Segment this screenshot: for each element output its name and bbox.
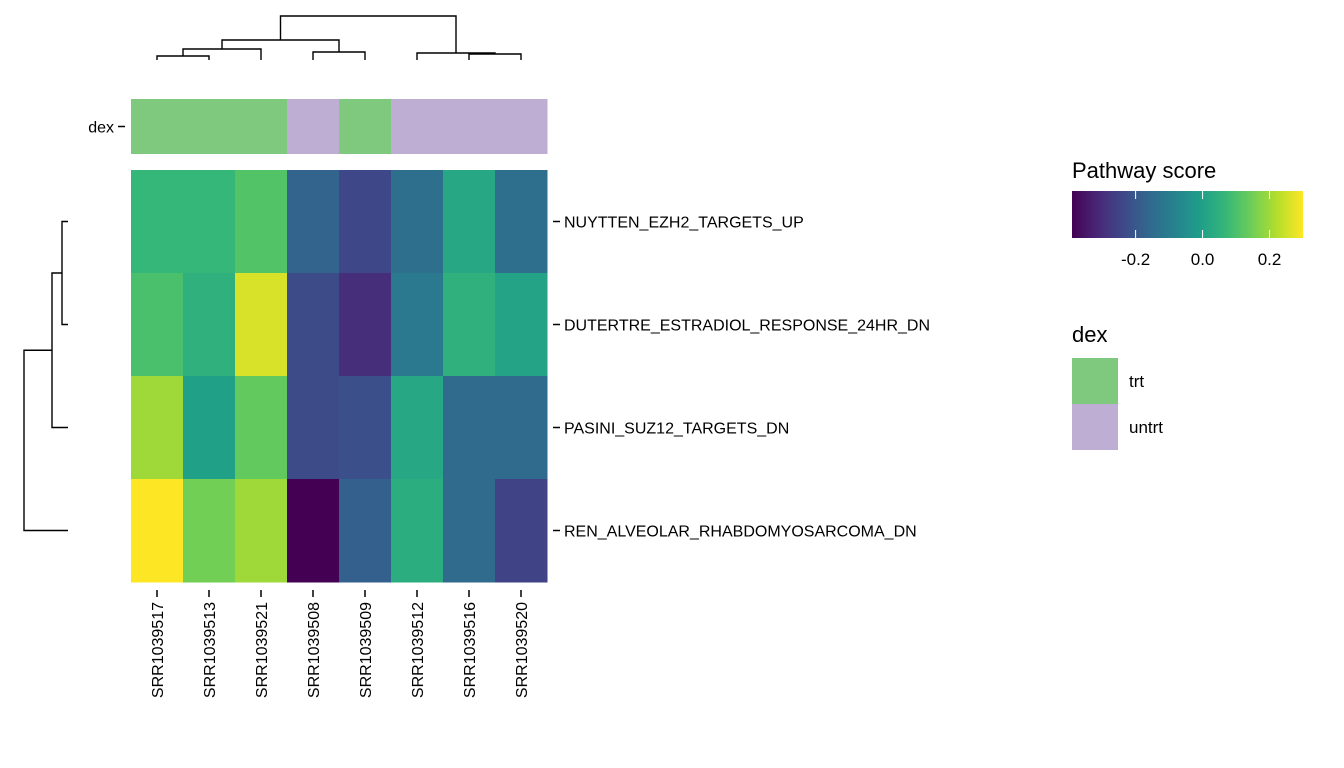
heatmap-cell xyxy=(495,273,548,377)
legend-swatch xyxy=(1072,404,1118,450)
legend-label: trt xyxy=(1129,372,1144,391)
heatmap-cell xyxy=(131,273,184,377)
heatmap-cell xyxy=(443,479,496,583)
pathway-score-legend: Pathway score -0.2 0.0 0.2 xyxy=(1072,158,1303,269)
dendrogram-link xyxy=(23,349,68,532)
row-label: DUTERTRE_ESTRADIOL_RESPONSE_24HR_DN xyxy=(564,318,930,335)
row-label: PASINI_SUZ12_TARGETS_DN xyxy=(564,421,789,438)
dendrogram-link xyxy=(182,48,262,60)
dendrogram-link xyxy=(312,51,366,60)
heatmap-cell xyxy=(131,170,184,274)
annotation-cell xyxy=(495,99,548,154)
annotation-cell xyxy=(131,99,184,154)
heatmap-cell xyxy=(287,273,340,377)
annotation-cell xyxy=(391,99,444,154)
heatmap-cell xyxy=(183,170,236,274)
heatmap-cell xyxy=(443,273,496,377)
dendrogram-link xyxy=(61,220,68,326)
heatmap-cell xyxy=(287,376,340,480)
heatmap-cell xyxy=(339,273,392,377)
heatmap-cell xyxy=(495,479,548,583)
legend-swatch xyxy=(1072,358,1118,404)
annotation-track xyxy=(131,99,548,154)
annotation-cell xyxy=(287,99,340,154)
column-labels: SRR1039517 SRR1039513 SRR1039521 SRR1039508… xyxy=(150,590,531,698)
heatmap-cell xyxy=(443,170,496,274)
colorbar-tick-label: 0.0 xyxy=(1191,250,1215,269)
dendrogram-link xyxy=(51,272,68,429)
heatmap-cell xyxy=(235,376,288,480)
heatmap-cell xyxy=(131,479,184,583)
column-dendrogram xyxy=(156,15,522,60)
annotation-cell xyxy=(183,99,236,154)
column-label: SRR1039521 xyxy=(254,602,271,698)
column-label: SRR1039512 xyxy=(410,602,427,698)
heatmap-cell xyxy=(287,479,340,583)
heatmap-cell xyxy=(391,273,444,377)
row-label: REN_ALVEOLAR_RHABDOMYOSARCOMA_DN xyxy=(564,524,917,541)
heatmap-cell xyxy=(235,479,288,583)
column-label: SRR1039509 xyxy=(358,602,375,698)
column-label: SRR1039516 xyxy=(462,602,479,698)
annotation-cell xyxy=(339,99,392,154)
column-label: SRR1039520 xyxy=(514,602,531,698)
annotation-cell xyxy=(443,99,496,154)
heatmap-cell xyxy=(391,170,444,274)
column-label: SRR1039508 xyxy=(306,602,323,698)
heatmap-cell xyxy=(287,170,340,274)
heatmap-cell xyxy=(443,376,496,480)
dendrogram-link xyxy=(156,55,210,60)
heatmap-cell xyxy=(235,170,288,274)
column-label: SRR1039513 xyxy=(202,602,219,698)
heatmap-cell xyxy=(339,170,392,274)
heatmap-cell xyxy=(495,376,548,480)
heatmap-cell xyxy=(339,376,392,480)
heatmap-cell xyxy=(339,479,392,583)
colorbar-tick-label: -0.2 xyxy=(1121,250,1150,269)
dendrogram-link xyxy=(279,15,457,53)
annotation-label: dex xyxy=(88,120,125,137)
legend-title: Pathway score xyxy=(1072,158,1216,183)
heatmap-cell xyxy=(235,273,288,377)
heatmap-cell xyxy=(131,376,184,480)
colorbar xyxy=(1072,191,1303,238)
heatmap-cell xyxy=(183,273,236,377)
heatmap-cell xyxy=(391,376,444,480)
dex-legend: dex trt untrt xyxy=(1072,322,1163,450)
heatmap-cell xyxy=(391,479,444,583)
legend-label: untrt xyxy=(1129,418,1163,437)
annotation-name: dex xyxy=(88,120,114,137)
dendrogram-link xyxy=(221,39,340,52)
row-label: NUYTTEN_EZH2_TARGETS_UP xyxy=(564,215,804,232)
heatmap-cell xyxy=(495,170,548,274)
row-labels: NUYTTEN_EZH2_TARGETS_UP DUTERTRE_ESTRADIO… xyxy=(553,215,930,541)
row-dendrogram xyxy=(23,220,68,532)
colorbar-tick-label: 0.2 xyxy=(1258,250,1282,269)
dendrogram-link xyxy=(468,53,522,60)
legend-title: dex xyxy=(1072,322,1107,347)
annotation-cell xyxy=(235,99,288,154)
heatmap-cells xyxy=(131,170,548,583)
heatmap-cell xyxy=(183,376,236,480)
column-label: SRR1039517 xyxy=(150,602,167,698)
heatmap-cell xyxy=(183,479,236,583)
